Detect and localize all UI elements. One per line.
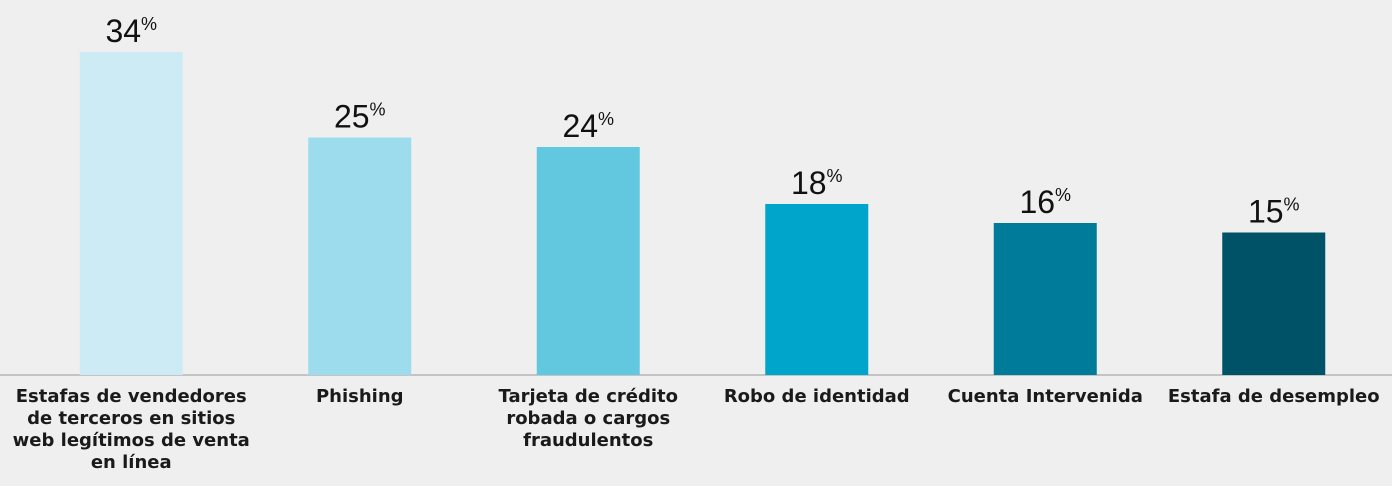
value-number: 16 (1019, 184, 1055, 220)
value-label: 15% (1248, 194, 1300, 230)
value-unit: % (370, 100, 386, 120)
x-tick-label: Tarjeta de crédito robada o cargos fraud… (498, 386, 679, 451)
value-label: 18% (791, 165, 843, 201)
value-number: 18 (791, 165, 827, 201)
x-tick-label: Phishing (315, 386, 404, 407)
value-unit: % (1284, 195, 1300, 215)
value-unit: % (141, 14, 157, 34)
value-number: 25 (334, 99, 370, 135)
bar (536, 147, 640, 375)
value-label: 25% (334, 99, 386, 135)
x-tick-label: Estafa de desempleo (1167, 386, 1380, 407)
value-label: 24% (562, 108, 614, 144)
value-unit: % (827, 166, 843, 186)
value-unit: % (598, 109, 614, 129)
bar (79, 52, 183, 375)
bar (765, 204, 869, 375)
bar (308, 137, 412, 375)
value-number: 34 (105, 13, 141, 49)
x-tick-label: Robo de identidad (723, 386, 910, 407)
value-number: 24 (562, 108, 598, 144)
value-unit: % (1055, 185, 1071, 205)
bar (1222, 232, 1326, 375)
x-tick-label: Cuenta Intervenida (947, 386, 1143, 407)
value-label: 34% (105, 13, 157, 49)
x-tick-label: Estafas de vendedores de terceros en sit… (12, 386, 250, 473)
bar (993, 223, 1097, 375)
value-number: 15 (1248, 194, 1284, 230)
value-label: 16% (1019, 184, 1071, 220)
